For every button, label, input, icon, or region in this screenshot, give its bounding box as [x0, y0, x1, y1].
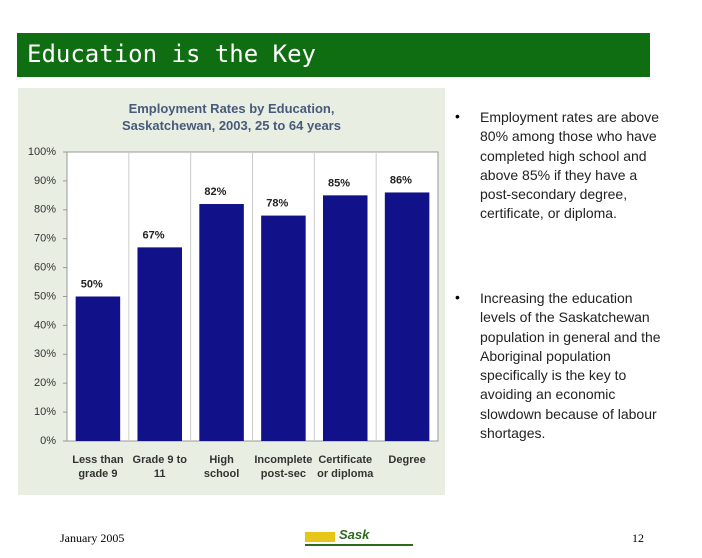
slide-title: Education is the Key	[27, 40, 316, 68]
bar	[322, 195, 368, 441]
value-label: 82%	[204, 186, 226, 198]
value-label: 85%	[328, 177, 350, 189]
x-tick-label: Incomplete post-sec	[254, 454, 313, 480]
x-tick-label: High school	[203, 454, 240, 480]
bar	[199, 204, 244, 441]
logo-shape	[305, 532, 335, 542]
value-label: 86%	[390, 174, 412, 186]
value-label: 50%	[81, 278, 103, 290]
x-tick-label: Grade 9 to 11	[132, 454, 187, 480]
y-tick-label: 80%	[34, 204, 56, 216]
bullet-text: Increasing the education levels of the S…	[480, 290, 661, 442]
x-tick-label: Degree	[388, 454, 426, 466]
bar	[75, 296, 121, 441]
y-tick-label: 60%	[34, 262, 56, 274]
chart-title: Employment Rates by Education, Saskatche…	[122, 101, 341, 133]
y-tick-label: 10%	[34, 406, 56, 418]
title-bar: Education is the Key	[17, 33, 650, 77]
bullet-dot: •	[455, 289, 460, 305]
bullet-dot: •	[455, 108, 460, 124]
y-tick-label: 70%	[34, 233, 56, 245]
page-number: 12	[632, 531, 644, 545]
bar	[384, 192, 430, 441]
x-tick-label: Less than grade 9	[72, 454, 124, 480]
y-tick-label: 20%	[34, 377, 56, 389]
logo: Sask	[305, 527, 413, 546]
value-label: 78%	[266, 197, 288, 209]
bullet-text: Employment rates are above 80% among tho…	[480, 109, 659, 222]
x-tick-label: Certificate or diploma	[317, 454, 374, 480]
logo-text: Sask	[339, 527, 370, 542]
y-tick-label: 0%	[40, 435, 56, 447]
y-tick-label: 30%	[34, 348, 56, 360]
y-tick-label: 50%	[34, 290, 56, 302]
y-tick-label: 40%	[34, 319, 56, 331]
footer-date: January 2005	[60, 531, 125, 545]
y-tick-label: 90%	[34, 175, 56, 187]
bar	[261, 215, 306, 441]
value-label: 67%	[143, 229, 165, 241]
y-tick-label: 100%	[28, 146, 56, 158]
bar	[137, 247, 183, 441]
